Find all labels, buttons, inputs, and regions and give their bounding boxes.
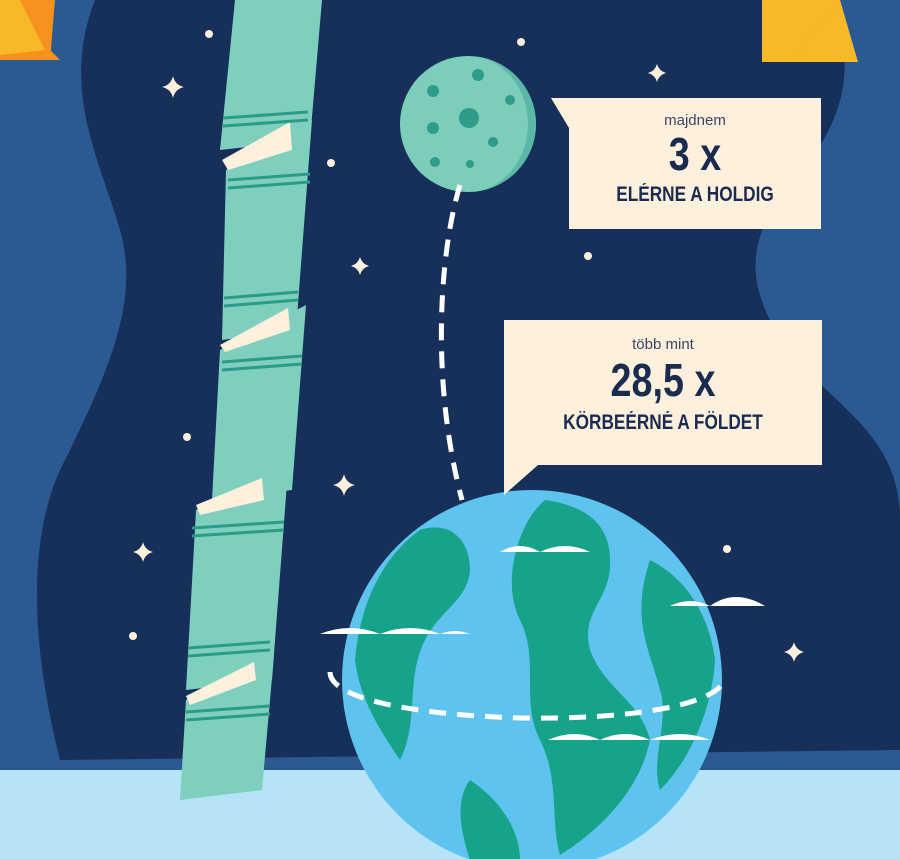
sparkle-star-icon — [133, 64, 804, 662]
moon-callout-prefix: majdnem — [664, 112, 726, 129]
moon-earth-path — [438, 184, 465, 501]
earth-callout-value: 28,5 x — [610, 354, 716, 406]
clouds — [320, 546, 765, 740]
earth-callout: több mint 28,5 x KÖRBEÉRNÉ A FÖLDET — [504, 320, 822, 495]
earth — [342, 490, 722, 859]
moon-callout-caption: ELÉRNE A HOLDIG — [616, 183, 774, 206]
callout-tail — [551, 98, 569, 128]
ribbon-left — [0, 0, 60, 60]
callout-tail — [504, 465, 538, 495]
moon-callout: majdnem 3 x ELÉRNE A HOLDIG — [551, 98, 821, 229]
moon — [400, 56, 536, 192]
star-dot-icon — [129, 30, 731, 640]
earth-callout-caption: KÖRBEÉRNÉ A FÖLDET — [563, 411, 763, 434]
ribbon-right — [762, 0, 858, 62]
moon-callout-value: 3 x — [668, 128, 722, 180]
earth-callout-prefix: több mint — [632, 336, 694, 353]
book-stack — [180, 0, 322, 800]
orbit-ring — [327, 671, 728, 721]
